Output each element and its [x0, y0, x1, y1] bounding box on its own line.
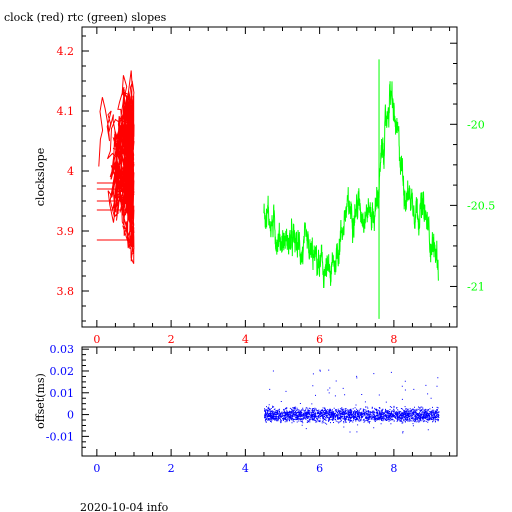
offset-y-tick-label: 0.02	[50, 365, 75, 378]
slope-x-axis: 0 2 4 6 8	[93, 27, 451, 346]
offset-y-label: offset(ms)	[34, 373, 47, 429]
slope-y-tick-label: 4	[67, 165, 74, 178]
slope-x-tick-label: 0	[93, 333, 100, 346]
offset-x-tick-label: 8	[390, 462, 397, 475]
slope-x-tick-label: 2	[168, 333, 175, 346]
offset-x-tick-label: 6	[316, 462, 323, 475]
chart-title: clock (red) rtc (green) slopes	[4, 11, 167, 24]
slope-right-y-tick-label: -20.5	[467, 199, 495, 212]
slope-x-tick-label: 4	[242, 333, 249, 346]
offset-panel: 0 2 4 6 8 -0.01 0 0.01 0.02 0.03 offset(ms)	[34, 343, 458, 475]
slope-y-tick-label: 4.2	[57, 45, 75, 58]
clock-slope-series	[96, 70, 135, 264]
offset-x-tick-label: 0	[93, 462, 100, 475]
slope-left-y-axis: 3.8 3.9 4 4.1 4.2	[57, 35, 89, 322]
slope-y-tick-label: 4.1	[57, 105, 75, 118]
offset-y-tick-label: 0.03	[50, 343, 75, 356]
offset-x-axis: 0 2 4 6 8	[93, 347, 451, 475]
rtc-slope-series	[263, 59, 439, 319]
offset-y-tick-label: 0	[67, 409, 74, 422]
rtc-slope-line	[263, 81, 439, 289]
slope-y-label: clockslope	[34, 148, 47, 206]
slope-plot-frame	[81, 26, 458, 328]
offset-x-tick-label: 2	[168, 462, 175, 475]
slope-right-y-tick-label: -21	[467, 280, 485, 293]
offset-y-tick-label: 0.01	[50, 387, 75, 400]
slope-right-y-tick-label: -20	[467, 118, 485, 131]
slope-x-tick-label: 8	[390, 333, 397, 346]
footer-date: 2020-10-04 info	[80, 501, 169, 512]
slope-y-tick-label: 3.9	[57, 225, 75, 238]
offset-y-tick-label: -0.01	[46, 430, 74, 443]
offset-x-tick-label: 4	[242, 462, 249, 475]
slope-x-tick-label: 6	[316, 333, 323, 346]
offset-series	[264, 369, 440, 434]
offset-y-axis: -0.01 0 0.01 0.02 0.03	[46, 343, 89, 448]
slope-panel: 0 2 4 6 8 3.8 3.9 4 4.1 4.2 -20 -20.5 -21 clockslo…	[34, 26, 495, 346]
offset-plot-frame	[81, 346, 458, 457]
offset-points	[264, 369, 440, 434]
clock-slope-line	[98, 70, 135, 264]
slope-y-tick-label: 3.8	[57, 285, 75, 298]
slope-right-y-axis: -20 -20.5 -21	[450, 42, 495, 328]
